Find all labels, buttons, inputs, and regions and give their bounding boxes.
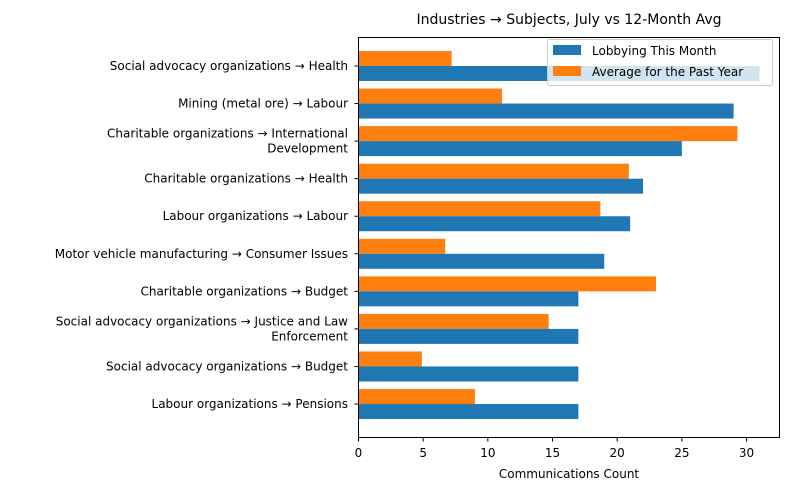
- bar-past-year: [358, 313, 549, 329]
- y-tick-label: Social advocacy organizations → Justice …: [56, 314, 349, 343]
- bar-this-month: [358, 328, 579, 344]
- y-tick-label: Social advocacy organizations → Budget: [106, 359, 348, 373]
- x-tick-label: 15: [545, 446, 560, 460]
- x-tick-label: 25: [674, 446, 689, 460]
- chart-title: Industries → Subjects, July vs 12-Month …: [416, 12, 721, 28]
- bar-this-month: [358, 216, 631, 232]
- x-tick-label: 5: [419, 446, 427, 460]
- bar-this-month: [358, 178, 644, 194]
- y-tick-label: Labour organizations → Labour: [163, 209, 349, 223]
- y-tick-label: Charitable organizations → International…: [107, 127, 348, 156]
- y-tick-label: Social advocacy organizations → Health: [110, 59, 348, 73]
- bar-past-year: [358, 276, 656, 292]
- y-tick-label: Charitable organizations → Budget: [140, 284, 348, 298]
- x-tick-label: 20: [610, 446, 625, 460]
- x-tick-label: 10: [480, 446, 495, 460]
- bar-this-month: [358, 366, 579, 382]
- x-axis-label: Communications Count: [499, 467, 640, 481]
- legend-swatch-this-month: [553, 45, 581, 55]
- y-tick-label: Labour organizations → Pensions: [152, 397, 348, 411]
- y-tick-label: Mining (metal ore) → Labour: [178, 97, 348, 111]
- x-tick-label: 0: [355, 446, 363, 460]
- legend-label-this-month: Lobbying This Month: [592, 44, 716, 58]
- bar-past-year: [358, 126, 738, 142]
- bar-this-month: [358, 141, 682, 157]
- bar-past-year: [358, 51, 452, 66]
- bar-past-year: [358, 389, 475, 405]
- legend-label-past-year: Average for the Past Year: [592, 65, 743, 79]
- bar-this-month: [358, 404, 579, 420]
- bar-past-year: [358, 351, 422, 367]
- bar-this-month: [358, 103, 734, 119]
- legend-swatch-past-year: [553, 66, 581, 76]
- y-tick-label: Motor vehicle manufacturing → Consumer I…: [55, 247, 348, 261]
- bar-this-month: [358, 253, 605, 269]
- bar-past-year: [358, 163, 629, 179]
- bar-past-year: [358, 201, 601, 217]
- bar-past-year: [358, 238, 446, 254]
- legend: Lobbying This Month Average for the Past…: [547, 39, 773, 86]
- x-tick-label: 30: [739, 446, 754, 460]
- bar-this-month: [358, 291, 579, 307]
- plot-frame: [358, 37, 780, 438]
- y-tick-label: Charitable organizations → Health: [144, 172, 348, 186]
- bar-past-year: [358, 88, 503, 104]
